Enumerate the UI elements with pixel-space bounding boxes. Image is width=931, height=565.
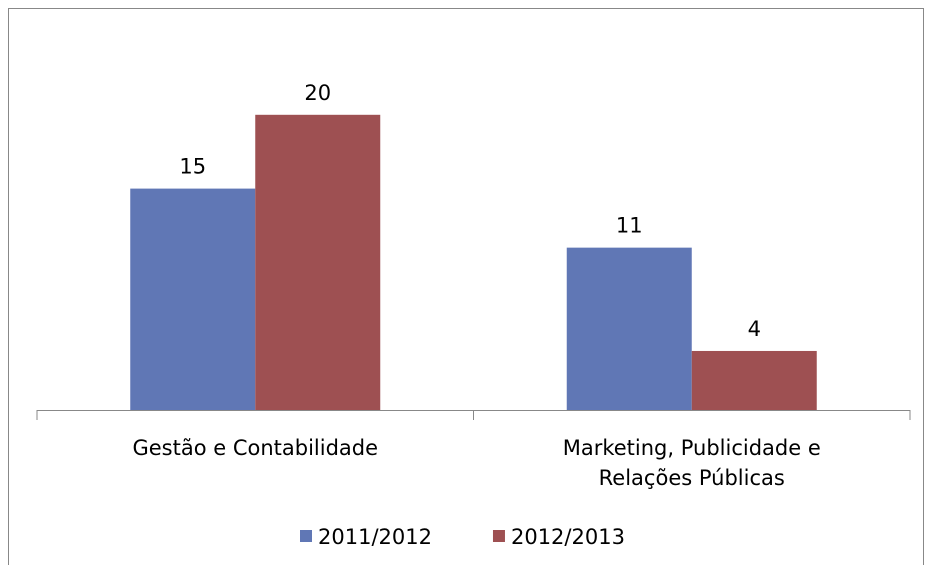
data-label: 20 [304,81,331,105]
chart-border [8,8,924,565]
data-label: 4 [748,317,761,341]
bar [691,350,817,410]
bar [566,247,692,410]
data-label: 11 [616,214,643,238]
legend-swatch [300,530,312,542]
data-label: 15 [179,155,206,179]
legend-label: 2011/2012 [318,525,432,549]
legend-label: 2012/2013 [511,525,625,549]
bar [255,114,381,411]
legend-swatch [492,530,505,542]
x-tick-label: Gestão e Contabilidade [132,436,379,460]
bar [130,188,256,410]
x-tick-label: Marketing, Publicidade e Relações Públic… [562,436,821,490]
